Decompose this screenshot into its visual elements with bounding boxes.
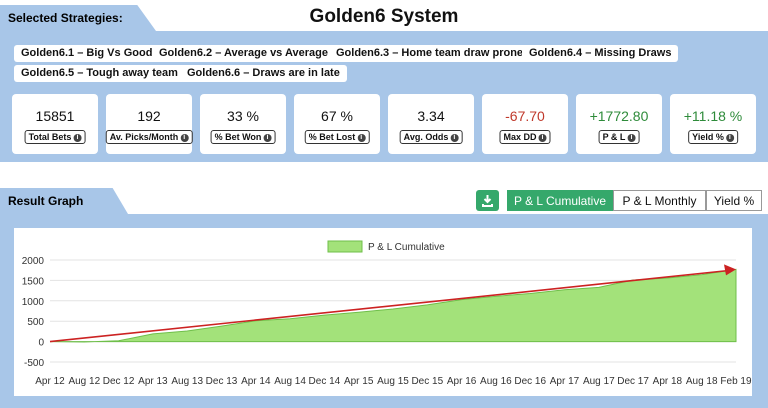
x-tick-label: Dec 16 bbox=[514, 376, 546, 387]
legend-swatch bbox=[327, 240, 363, 253]
y-tick-label: 2000 bbox=[22, 256, 45, 267]
stat-value: +1772.80 bbox=[589, 108, 649, 124]
x-tick-label: Dec 14 bbox=[309, 376, 341, 387]
tab-pnl-cumulative[interactable]: P & L Cumulative bbox=[507, 190, 613, 211]
info-icon[interactable]: i bbox=[725, 133, 734, 142]
x-tick-label: Apr 14 bbox=[241, 376, 271, 387]
x-tick-label: Dec 12 bbox=[103, 376, 135, 387]
stat-total-bets: 15851 Total Bets i bbox=[12, 94, 98, 154]
strategy-pill: Golden6.3 – Home team draw prone bbox=[329, 45, 531, 62]
x-tick-label: Apr 17 bbox=[550, 376, 580, 387]
stat-label: Av. Picks/Month i bbox=[105, 130, 193, 144]
info-icon[interactable]: i bbox=[263, 133, 272, 142]
stat-value: +11.18 % bbox=[683, 108, 743, 124]
tab-yield[interactable]: Yield % bbox=[706, 190, 762, 211]
stat-label: Total Bets i bbox=[24, 130, 86, 144]
info-icon[interactable]: i bbox=[73, 133, 82, 142]
strategy-pill: Golden6.5 – Tough away team bbox=[14, 65, 185, 82]
tab-pnl-monthly[interactable]: P & L Monthly bbox=[613, 190, 706, 211]
x-tick-label: Aug 13 bbox=[171, 376, 203, 387]
stat-value: 15851 bbox=[35, 108, 75, 124]
pnl-area bbox=[49, 268, 737, 343]
y-tick-label: -500 bbox=[24, 358, 44, 369]
strategy-pill: Golden6.2 – Average vs Average bbox=[152, 45, 335, 62]
stat-label: Max DD i bbox=[499, 130, 551, 144]
system-title: Golden6 System bbox=[309, 6, 459, 27]
stat-label: % Bet Won i bbox=[210, 130, 276, 144]
x-tick-label: Aug 17 bbox=[583, 376, 615, 387]
download-button[interactable] bbox=[476, 190, 499, 211]
y-tick-label: 500 bbox=[27, 317, 44, 328]
stat-avg-odds: 3.34 Avg. Odds i bbox=[388, 94, 474, 154]
info-icon[interactable]: i bbox=[538, 133, 547, 142]
strategy-pill: Golden6.6 – Draws are in late bbox=[180, 65, 347, 82]
info-icon[interactable]: i bbox=[357, 133, 366, 142]
pnl-chart: -500 0 500 1000 1500 2000 Apr 12 Aug 12 Dec 12 A… bbox=[14, 228, 752, 396]
stat-avg-picks: 192 Av. Picks/Month i bbox=[105, 94, 193, 154]
info-icon[interactable]: i bbox=[450, 133, 459, 142]
stat-max-dd: -67.70 Max DD i bbox=[482, 94, 568, 154]
stat-bet-won: 33 % % Bet Won i bbox=[200, 94, 286, 154]
x-tick-label: Dec 17 bbox=[617, 376, 649, 387]
x-tick-label: Aug 18 bbox=[686, 376, 718, 387]
x-tick-label: Apr 12 bbox=[35, 376, 65, 387]
x-tick-label: Dec 15 bbox=[411, 376, 443, 387]
stat-bet-lost: 67 % % Bet Lost i bbox=[294, 94, 380, 154]
stat-label: % Bet Lost i bbox=[304, 130, 370, 144]
legend-label: P & L Cumulative bbox=[368, 242, 445, 253]
stat-yield: +11.18 % Yield % i bbox=[670, 94, 756, 154]
info-icon[interactable]: i bbox=[627, 133, 636, 142]
selected-strategies-heading: Selected Strategies: bbox=[0, 5, 156, 31]
result-graph-heading: Result Graph bbox=[0, 188, 128, 214]
stat-value: 192 bbox=[137, 108, 161, 124]
x-tick-label: Apr 18 bbox=[653, 376, 683, 387]
x-tick-label: Apr 15 bbox=[344, 376, 374, 387]
stat-value: 3.34 bbox=[417, 108, 445, 124]
strategy-pill: Golden6.1 – Big Vs Good bbox=[14, 45, 160, 62]
stat-label: Yield % i bbox=[688, 130, 738, 144]
x-tick-label: Feb 19 bbox=[720, 376, 752, 387]
info-icon[interactable]: i bbox=[180, 133, 189, 142]
x-tick-label: Aug 12 bbox=[68, 376, 100, 387]
stat-value: 67 % bbox=[321, 108, 353, 124]
x-tick-label: Dec 13 bbox=[206, 376, 238, 387]
strategy-pill: Golden6.4 – Missing Draws bbox=[522, 45, 679, 62]
x-tick-label: Apr 16 bbox=[447, 376, 477, 387]
stat-label: Avg. Odds i bbox=[399, 130, 463, 144]
y-tick-label: 0 bbox=[38, 338, 44, 349]
x-tick-label: Aug 14 bbox=[274, 376, 306, 387]
x-tick-label: Aug 16 bbox=[480, 376, 512, 387]
y-tick-label: 1500 bbox=[22, 276, 45, 287]
x-tick-label: Aug 15 bbox=[377, 376, 409, 387]
trend-arrowhead bbox=[724, 264, 736, 276]
y-tick-label: 1000 bbox=[22, 297, 45, 308]
stat-value: 33 % bbox=[227, 108, 259, 124]
download-icon bbox=[482, 195, 493, 207]
trend-line bbox=[49, 269, 731, 343]
x-tick-label: Apr 13 bbox=[138, 376, 168, 387]
stat-value: -67.70 bbox=[505, 108, 545, 124]
